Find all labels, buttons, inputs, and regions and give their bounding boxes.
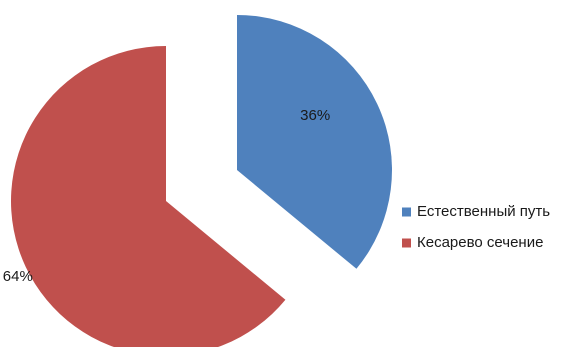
legend-swatch-1 <box>402 207 411 217</box>
pie-slice-1 <box>237 15 392 269</box>
pie-data-labels: 36% 64% <box>3 107 330 285</box>
chart-legend: Естественный путь Кесарево сечение <box>402 203 550 251</box>
legend-label-1: Естественный путь <box>417 203 550 220</box>
pie-slice-2 <box>11 46 286 347</box>
legend-swatch-2 <box>402 238 411 248</box>
legend-label-2: Кесарево сечение <box>417 234 543 251</box>
data-label-2: 64% <box>3 268 33 285</box>
pie-slices <box>11 15 392 347</box>
data-label-1: 36% <box>300 107 330 124</box>
